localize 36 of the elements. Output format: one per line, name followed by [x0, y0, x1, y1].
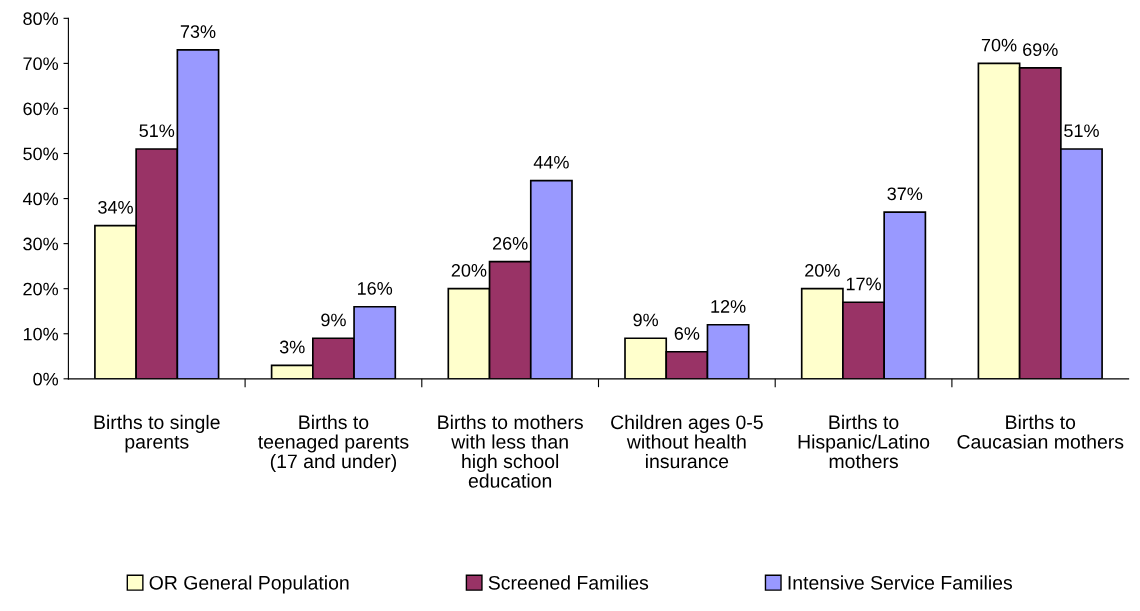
x-tick-label: Births to mothers with less than high school education [438, 414, 583, 488]
y-tick-label: 10% [23, 327, 59, 341]
data-label: 16% [357, 282, 393, 295]
x-tick-label: Births to Hispanic/Latino mothers [798, 414, 930, 469]
data-label: 9% [321, 313, 346, 327]
y-tick-label: 30% [23, 237, 59, 251]
data-label: 20% [451, 264, 487, 277]
data-label: 73% [180, 25, 216, 38]
y-tick-label: 50% [23, 147, 59, 161]
y-tick-label: 60% [23, 102, 59, 116]
legend-label: OR General Population [149, 575, 349, 594]
x-tick-label: Births to Caucasian mothers [957, 414, 1124, 449]
data-label: 3% [279, 340, 305, 354]
data-label: 44% [533, 155, 569, 169]
data-label: 69% [1023, 43, 1058, 56]
y-tick-label: 80% [23, 12, 59, 26]
data-label: 51% [1064, 124, 1099, 138]
x-tick-label: Births to teenaged parents (17 and under) [258, 414, 409, 473]
x-tick-label: Children ages 0-5 without health insurance [611, 414, 763, 469]
data-label: 9% [633, 313, 659, 327]
y-tick-label: 20% [23, 282, 59, 296]
data-label: 51% [139, 124, 175, 138]
x-tick-label: Births to single parents [94, 414, 220, 453]
data-label: 6% [674, 327, 700, 340]
data-label: 12% [711, 300, 746, 313]
data-label: 37% [887, 187, 923, 201]
data-label: 17% [846, 277, 881, 291]
y-tick-label: 40% [22, 192, 59, 206]
y-tick-label: 0% [33, 372, 59, 386]
data-label: 70% [981, 38, 1017, 52]
data-label: 34% [98, 200, 133, 214]
legend-label: Screened Families [488, 575, 649, 590]
data-label: 26% [492, 236, 528, 250]
legend-label: Intensive Service Families [788, 575, 1012, 590]
y-tick-label: 70% [23, 57, 59, 71]
data-label: 20% [805, 264, 840, 277]
